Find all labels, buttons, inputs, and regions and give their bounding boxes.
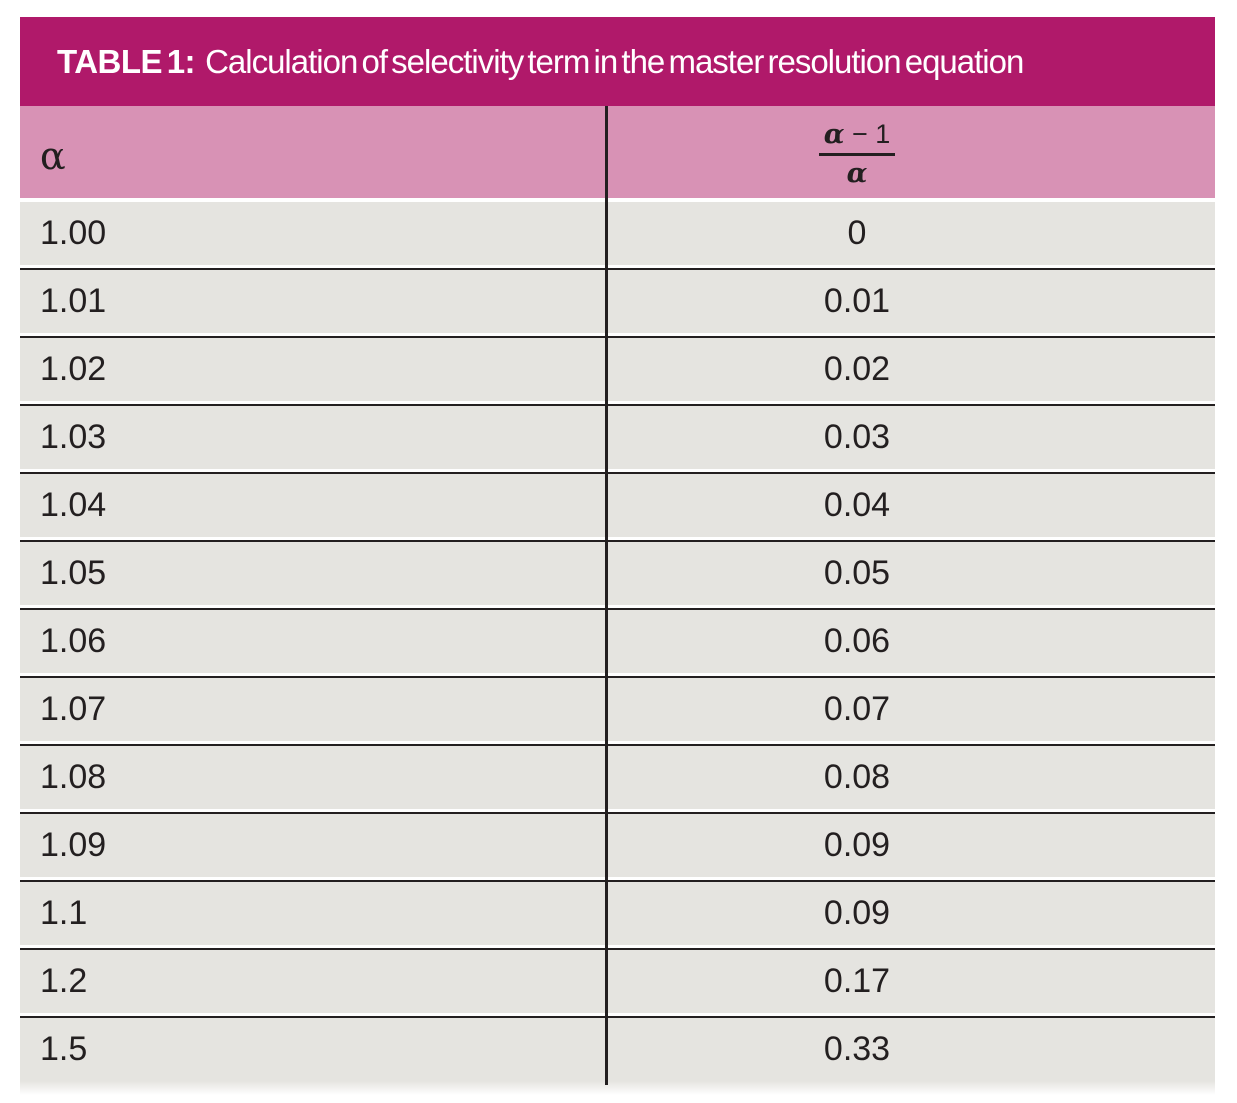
- alpha-column-header-label: α: [40, 134, 66, 178]
- alpha-cell: 1.08: [40, 758, 107, 796]
- alpha-cell: 1.03: [40, 418, 107, 456]
- selectivity-cell: 0.06: [823, 622, 891, 660]
- alpha-cell: 1.2: [40, 962, 88, 1000]
- row-divider: [20, 945, 1215, 950]
- selectivity-cell: 0.17: [823, 962, 891, 1000]
- alpha-cell: 1.09: [40, 826, 107, 864]
- selectivity-cell: 0: [847, 214, 867, 252]
- header-gap: [20, 198, 1215, 202]
- table-row: 1.2 0.17: [20, 950, 1215, 1013]
- selectivity-cell: 0.03: [823, 418, 891, 456]
- row-divider: [20, 469, 1215, 474]
- bottom-fade: [20, 1081, 1215, 1095]
- column-divider-line: [605, 106, 608, 1085]
- selectivity-table: TABLE 1: Calculation of selectivity term…: [20, 17, 1215, 1095]
- table-row: 1.06 0.06: [20, 610, 1215, 673]
- fraction-numerator: α − 1: [818, 119, 896, 156]
- alpha-cell: 1.00: [40, 214, 107, 252]
- table-row: 1.04 0.04: [20, 474, 1215, 537]
- table-title-text: Calculation of selectivity term in the m…: [205, 42, 1024, 80]
- selectivity-cell: 0.09: [823, 826, 891, 864]
- table-row: 1.01 0.01: [20, 270, 1215, 333]
- row-divider: [20, 809, 1215, 814]
- selectivity-cell: 0.09: [823, 894, 891, 932]
- table-title-bar: TABLE 1: Calculation of selectivity term…: [20, 17, 1215, 106]
- table-row: 1.02 0.02: [20, 338, 1215, 401]
- selectivity-cell: 0.04: [823, 486, 891, 524]
- alpha-column-header-cell: α: [20, 106, 605, 198]
- table-row: 1.5 0.33: [20, 1018, 1215, 1081]
- selectivity-cell: 0.02: [823, 350, 891, 388]
- selectivity-cell: 0.33: [823, 1030, 891, 1068]
- fraction-numerator-rest: − 1: [844, 119, 891, 149]
- table-row: 1.08 0.08: [20, 746, 1215, 809]
- table-row: 1.09 0.09: [20, 814, 1215, 877]
- table-row: 1.07 0.07: [20, 678, 1215, 741]
- selectivity-cell: 0.01: [823, 282, 891, 320]
- column-header-row: α α − 1 α: [20, 106, 1215, 198]
- row-divider: [20, 537, 1215, 542]
- row-divider: [20, 673, 1215, 678]
- alpha-cell: 1.1: [40, 894, 88, 932]
- row-divider: [20, 401, 1215, 406]
- selectivity-fraction: α − 1 α: [818, 117, 896, 189]
- table-row: 1.05 0.05: [20, 542, 1215, 605]
- row-divider: [20, 605, 1215, 610]
- selectivity-cell: 0.07: [823, 690, 891, 728]
- alpha-cell: 1.5: [40, 1030, 88, 1068]
- alpha-cell: 1.06: [40, 622, 107, 660]
- alpha-cell: 1.01: [40, 282, 107, 320]
- selectivity-cell: 0.08: [823, 758, 891, 796]
- table-row: 1.1 0.09: [20, 882, 1215, 945]
- alpha-cell: 1.05: [40, 554, 107, 592]
- row-divider: [20, 333, 1215, 338]
- fraction-denominator: α: [846, 158, 868, 189]
- row-divider: [20, 877, 1215, 882]
- row-divider: [20, 265, 1215, 270]
- table-row: 1.03 0.03: [20, 406, 1215, 469]
- alpha-cell: 1.07: [40, 690, 107, 728]
- row-divider: [20, 1013, 1215, 1018]
- alpha-cell: 1.04: [40, 486, 107, 524]
- selectivity-column-header-cell: α − 1 α: [605, 106, 1215, 198]
- row-divider: [20, 741, 1215, 746]
- alpha-cell: 1.02: [40, 350, 107, 388]
- selectivity-cell: 0.05: [823, 554, 891, 592]
- table-number-label: TABLE 1:: [57, 42, 196, 80]
- table-row: 1.00 0: [20, 202, 1215, 265]
- fraction-numerator-alpha: α: [823, 119, 845, 150]
